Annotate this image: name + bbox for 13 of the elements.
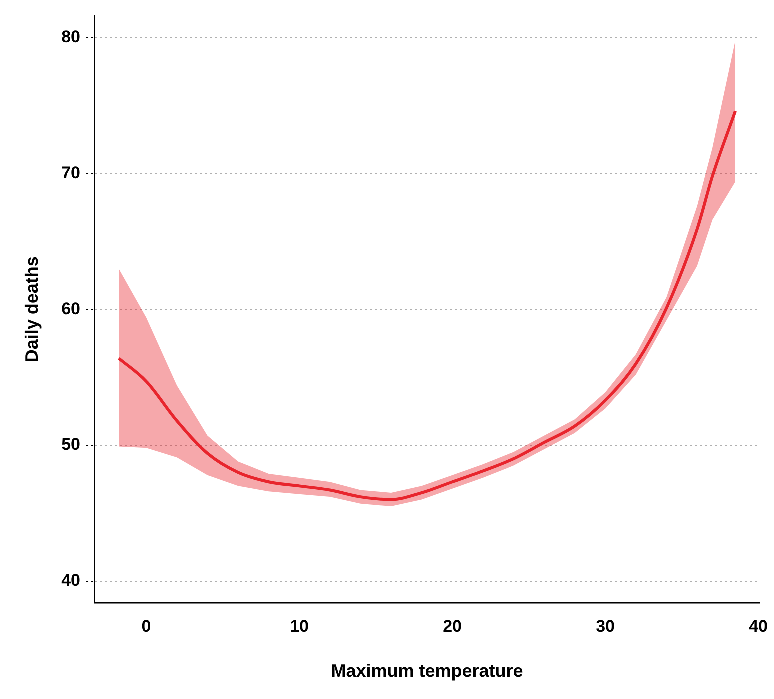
y-tick-label: 40 — [62, 570, 81, 590]
y-tick-label: 70 — [62, 163, 81, 182]
y-tick-label: 50 — [62, 435, 81, 454]
x-tick-label: 0 — [142, 616, 152, 636]
y-axis-title: Daily deaths — [22, 256, 42, 363]
x-tick-label: 30 — [596, 616, 615, 636]
line-series — [117, 110, 738, 502]
x-tick-label: 10 — [290, 616, 309, 636]
y-tick-label: 60 — [62, 299, 81, 318]
x-tick-label: 40 — [749, 616, 768, 636]
x-axis-title: Maximum temperature — [331, 661, 524, 682]
y-tick-label: 80 — [62, 28, 81, 47]
x-tick-label: 20 — [443, 616, 462, 636]
